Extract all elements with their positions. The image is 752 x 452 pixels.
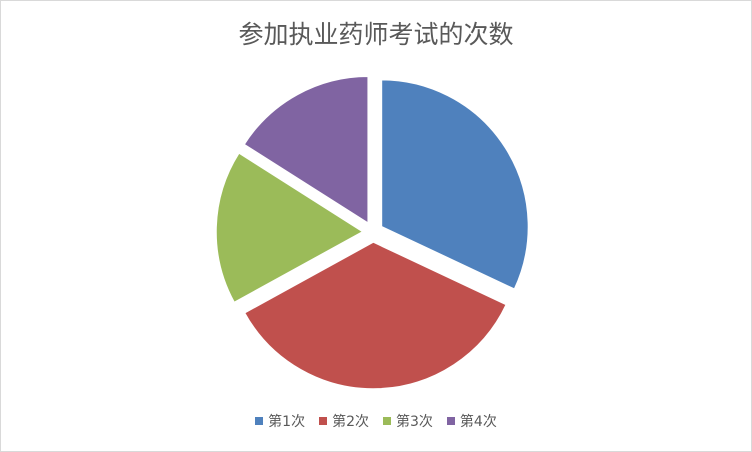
legend-item-2: 第2次 — [319, 411, 369, 431]
legend-label: 第4次 — [459, 414, 497, 430]
pie-slice-1 — [380, 78, 530, 291]
chart-title: 参加执业药师考试的次数 — [238, 20, 514, 49]
legend-swatch — [446, 417, 455, 425]
pie-slice-3 — [215, 151, 365, 304]
pie-slice-4 — [243, 75, 369, 225]
legend-item-3: 第3次 — [383, 411, 433, 431]
legend: 第1次 第2次 第3次 第4次 — [1, 411, 751, 431]
legend-label: 第2次 — [332, 414, 369, 430]
pie-slice-2 — [243, 241, 508, 390]
legend-item-4: 第4次 — [446, 411, 497, 431]
legend-swatch — [255, 417, 264, 425]
legend-label: 第3次 — [396, 414, 433, 430]
legend-item-1: 第1次 — [255, 411, 305, 431]
legend-swatch — [383, 417, 391, 425]
legend-label: 第1次 — [268, 414, 306, 430]
legend-swatch — [319, 417, 328, 425]
